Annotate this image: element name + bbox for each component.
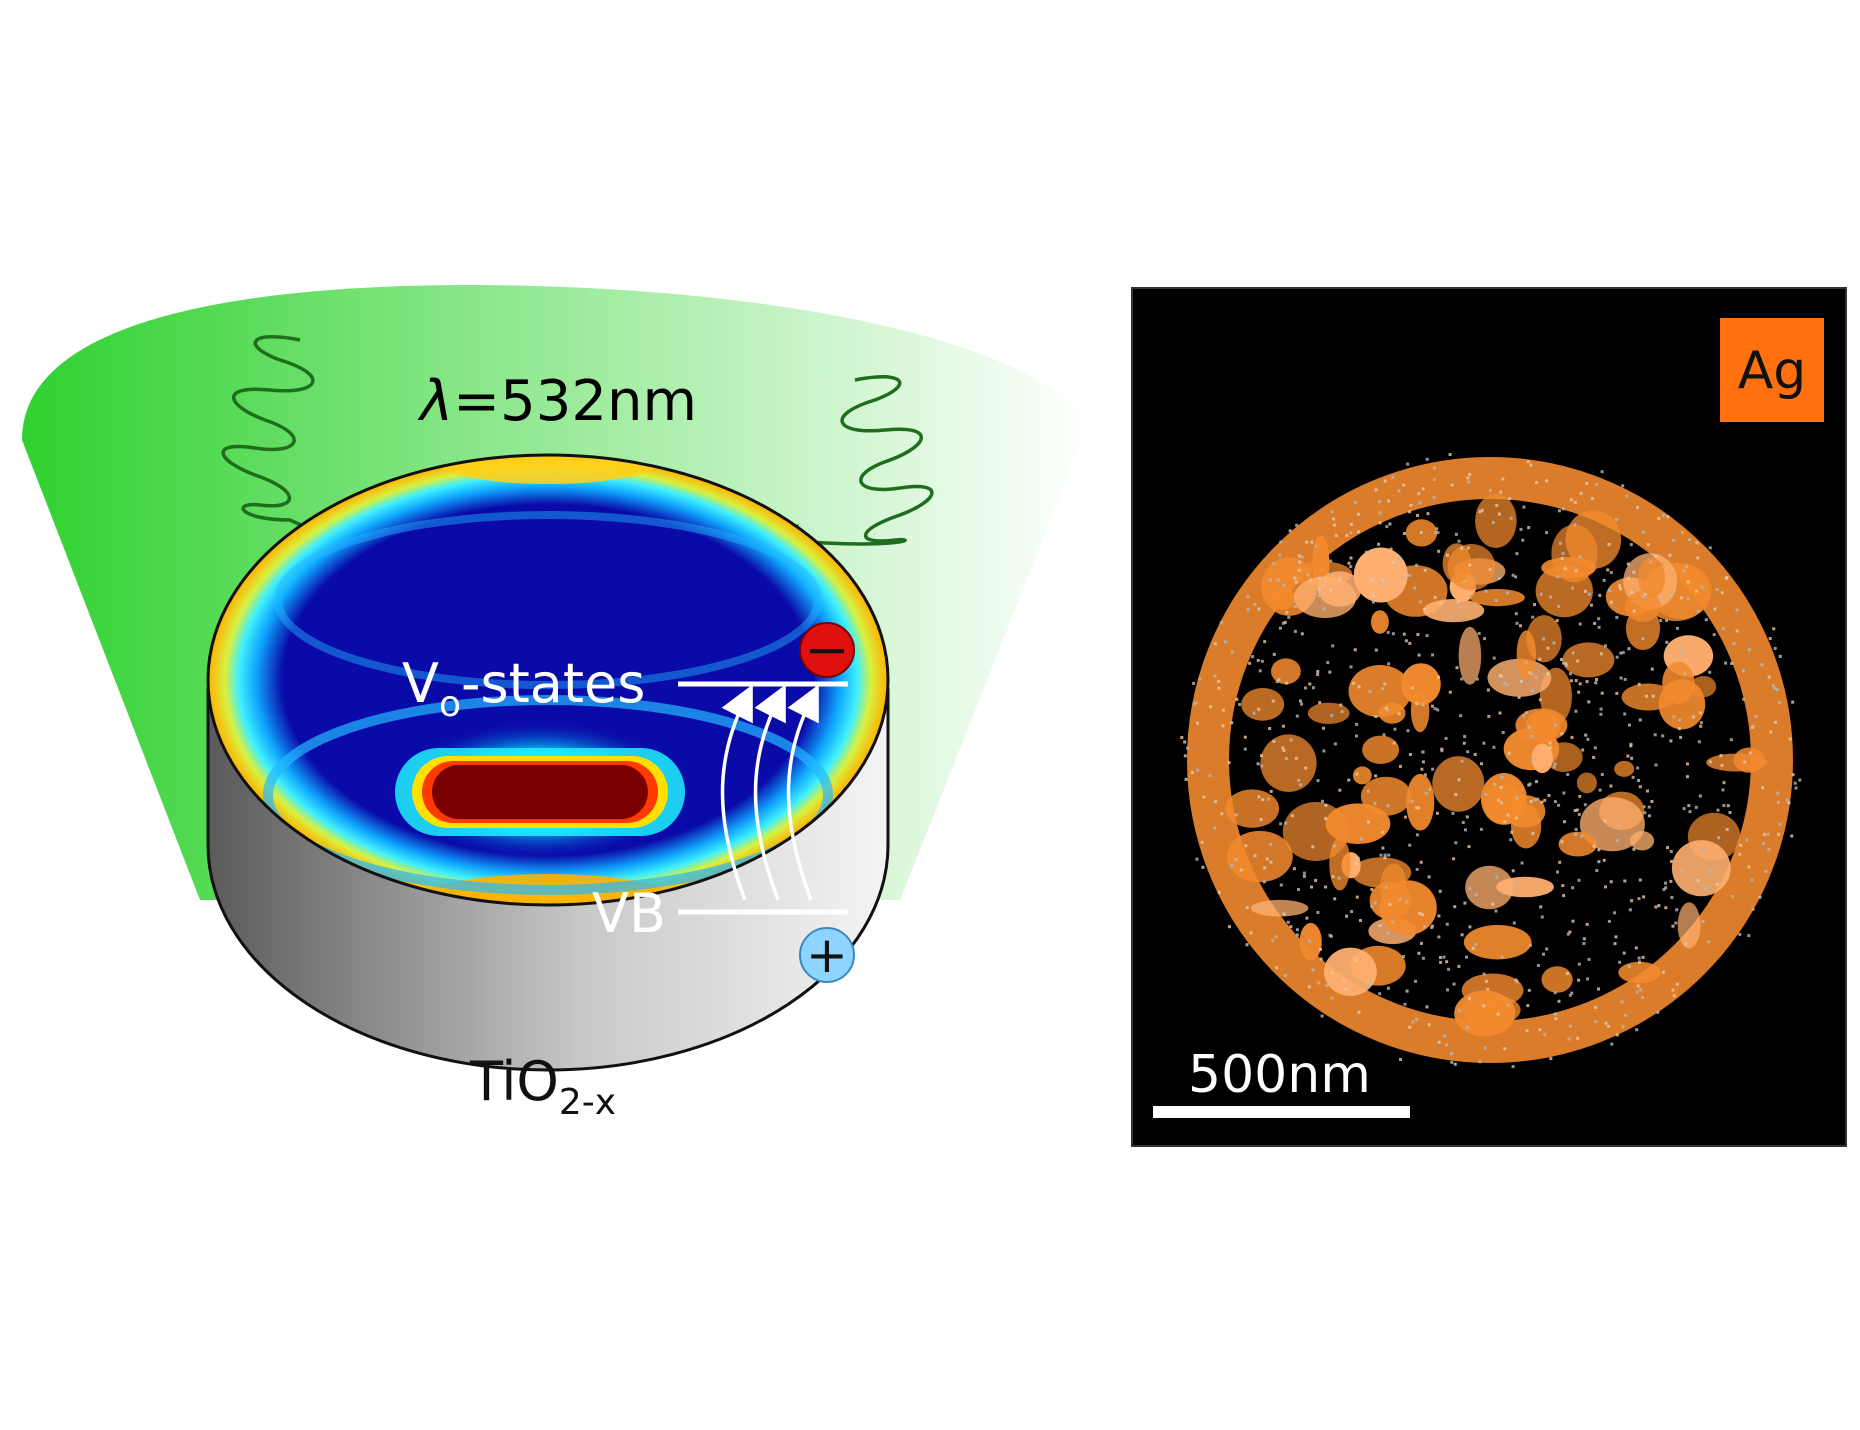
electron-icon: − <box>799 618 855 681</box>
element-badge <box>1720 318 1824 422</box>
vb-label: VB <box>592 882 666 945</box>
hole-icon: + <box>799 926 855 984</box>
svg-text:+: + <box>806 926 848 984</box>
photon-wave-right <box>762 375 934 559</box>
excitation-arrows <box>720 684 819 901</box>
svg-text:−: − <box>804 618 849 681</box>
photon-wave-left <box>221 335 361 554</box>
material-label: TiO2-x <box>469 1050 616 1123</box>
element-badge-label: Ag <box>1738 341 1807 401</box>
wavelength-label: λ=532nm <box>417 369 697 434</box>
disk-top-field-map <box>206 453 890 907</box>
scale-bar-label: 500nm <box>1188 1045 1371 1105</box>
scale-bar <box>1153 1106 1410 1118</box>
vo-states-label: Vo-states <box>402 652 645 725</box>
silver-distribution-map <box>1180 453 1802 1069</box>
